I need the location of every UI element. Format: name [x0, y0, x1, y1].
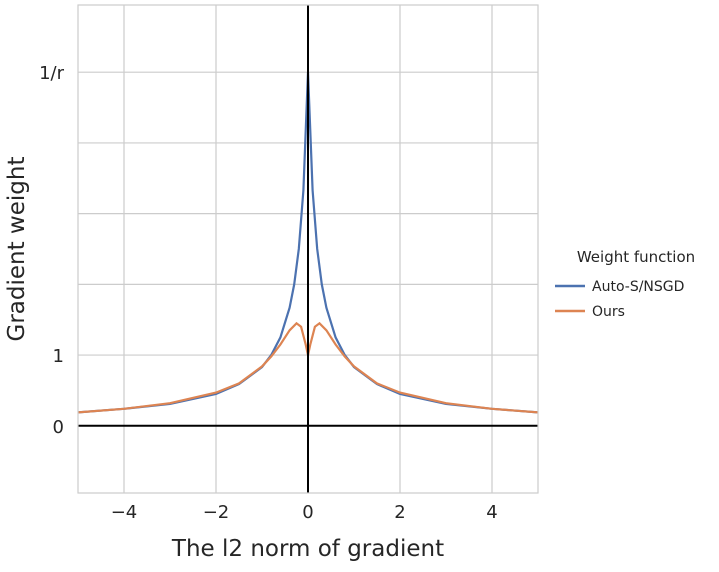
x-tick-label: 0 [302, 502, 313, 523]
y-tick-label: 1 [53, 346, 64, 367]
plot-frame [77, 4, 539, 494]
x-tick-label: −4 [111, 502, 138, 523]
legend-label-auto-s: Auto-S/NSGD [592, 279, 684, 295]
legend: Weight function Auto-S/NSGD Ours [555, 248, 695, 320]
legend-label-ours: Ours [592, 304, 625, 320]
x-tick-label: 2 [394, 502, 405, 523]
y-axis-label: Gradient weight [4, 157, 30, 342]
legend-title: Weight function [577, 248, 695, 266]
y-tick-label: 0 [53, 417, 64, 438]
x-axis-label: The l2 norm of gradient [171, 536, 444, 562]
x-tick-label: 4 [486, 502, 497, 523]
tick-labels: −4 −2 0 2 4 0 1 1/r [39, 63, 498, 523]
series-lines [77, 5, 539, 493]
x-tick-label: −2 [203, 502, 230, 523]
y-tick-label: 1/r [39, 63, 65, 84]
